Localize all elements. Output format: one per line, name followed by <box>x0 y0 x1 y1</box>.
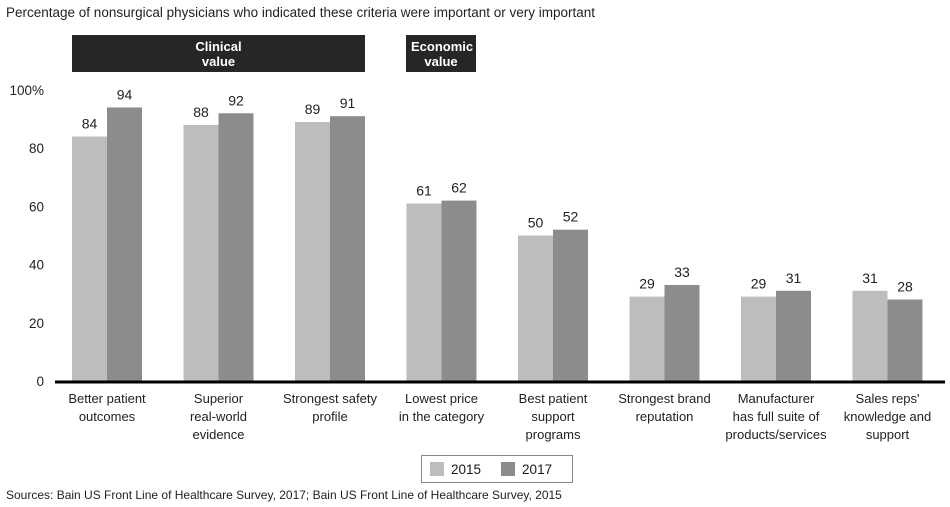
bar-2017 <box>887 299 923 381</box>
legend: 2015 2017 <box>421 455 573 483</box>
y-tick-label: 40 <box>29 258 44 273</box>
data-label-2015: 61 <box>416 182 432 198</box>
data-label-2017: 92 <box>228 92 244 108</box>
legend-item-2017: 2017 <box>501 462 552 477</box>
bar-2017 <box>330 116 365 381</box>
data-label-2015: 29 <box>639 276 655 292</box>
chart-subtitle: Percentage of nonsurgical physicians who… <box>6 5 596 20</box>
data-label-2017: 28 <box>897 279 913 295</box>
bar-2015 <box>295 122 330 381</box>
bar-2017 <box>664 284 700 381</box>
data-label-2017: 52 <box>563 209 579 225</box>
x-category-label: Manufacturer has full suite of products/se… <box>725 391 827 442</box>
bar-2015 <box>629 296 665 381</box>
y-tick-label: 60 <box>29 199 44 214</box>
x-category-label: Best patient support programs <box>519 391 588 442</box>
bar-2015 <box>72 136 107 381</box>
legend-swatch-2015 <box>430 462 444 476</box>
data-label-2015: 29 <box>751 276 767 292</box>
bar-2015 <box>852 290 888 381</box>
legend-item-2015: 2015 <box>430 462 481 477</box>
x-category-label: Superior real-world evidence <box>190 391 247 442</box>
y-tick-label: 0 <box>36 374 44 389</box>
data-label-2015: 50 <box>528 215 544 231</box>
data-label-2015: 89 <box>305 101 321 117</box>
economic-value-banner: Economic value <box>406 35 476 72</box>
economic-value-label: Economic value <box>411 38 474 69</box>
clinical-value-label: Clinical value <box>195 38 242 69</box>
legend-label-2017: 2017 <box>522 461 553 477</box>
data-label-2015: 88 <box>193 104 209 120</box>
legend-swatch-2017 <box>501 462 516 476</box>
x-category-label: Strongest brand reputation <box>618 391 711 424</box>
data-label-2015: 84 <box>82 116 98 132</box>
bar-2017 <box>776 290 811 381</box>
data-label-2017: 62 <box>451 180 467 196</box>
bar-2017 <box>441 200 477 381</box>
bar-2015 <box>183 124 219 382</box>
x-category-label: Better patient outcomes <box>68 391 146 424</box>
data-label-2017: 94 <box>117 86 133 102</box>
bar-chart: 0 20 40 60 80 100% 84 94 Better patient outcomes 8… <box>9 83 945 442</box>
x-category-label: Lowest price in the category <box>399 391 485 424</box>
x-category-label: Strongest safety profile <box>283 391 377 424</box>
source-note: Sources: Bain US Front Line of Healthcar… <box>6 488 562 502</box>
y-tick-label: 100% <box>9 83 44 98</box>
data-label-2017: 33 <box>674 264 690 280</box>
clinical-value-banner: Clinical value <box>72 35 365 72</box>
bar-2015 <box>741 296 776 381</box>
bar-2017 <box>553 229 588 381</box>
bar-2017 <box>218 113 254 381</box>
data-label-2017: 91 <box>340 95 356 111</box>
data-label-2015: 31 <box>862 270 878 286</box>
bar-2015 <box>406 203 442 381</box>
data-label-2017: 31 <box>786 270 802 286</box>
bar-2017 <box>107 107 142 382</box>
y-tick-label: 20 <box>29 316 44 331</box>
x-category-label: Sales reps' knowledge and support <box>844 391 931 442</box>
y-tick-label: 80 <box>29 141 44 156</box>
legend-label-2015: 2015 <box>451 461 482 477</box>
bar-2015 <box>518 235 553 381</box>
